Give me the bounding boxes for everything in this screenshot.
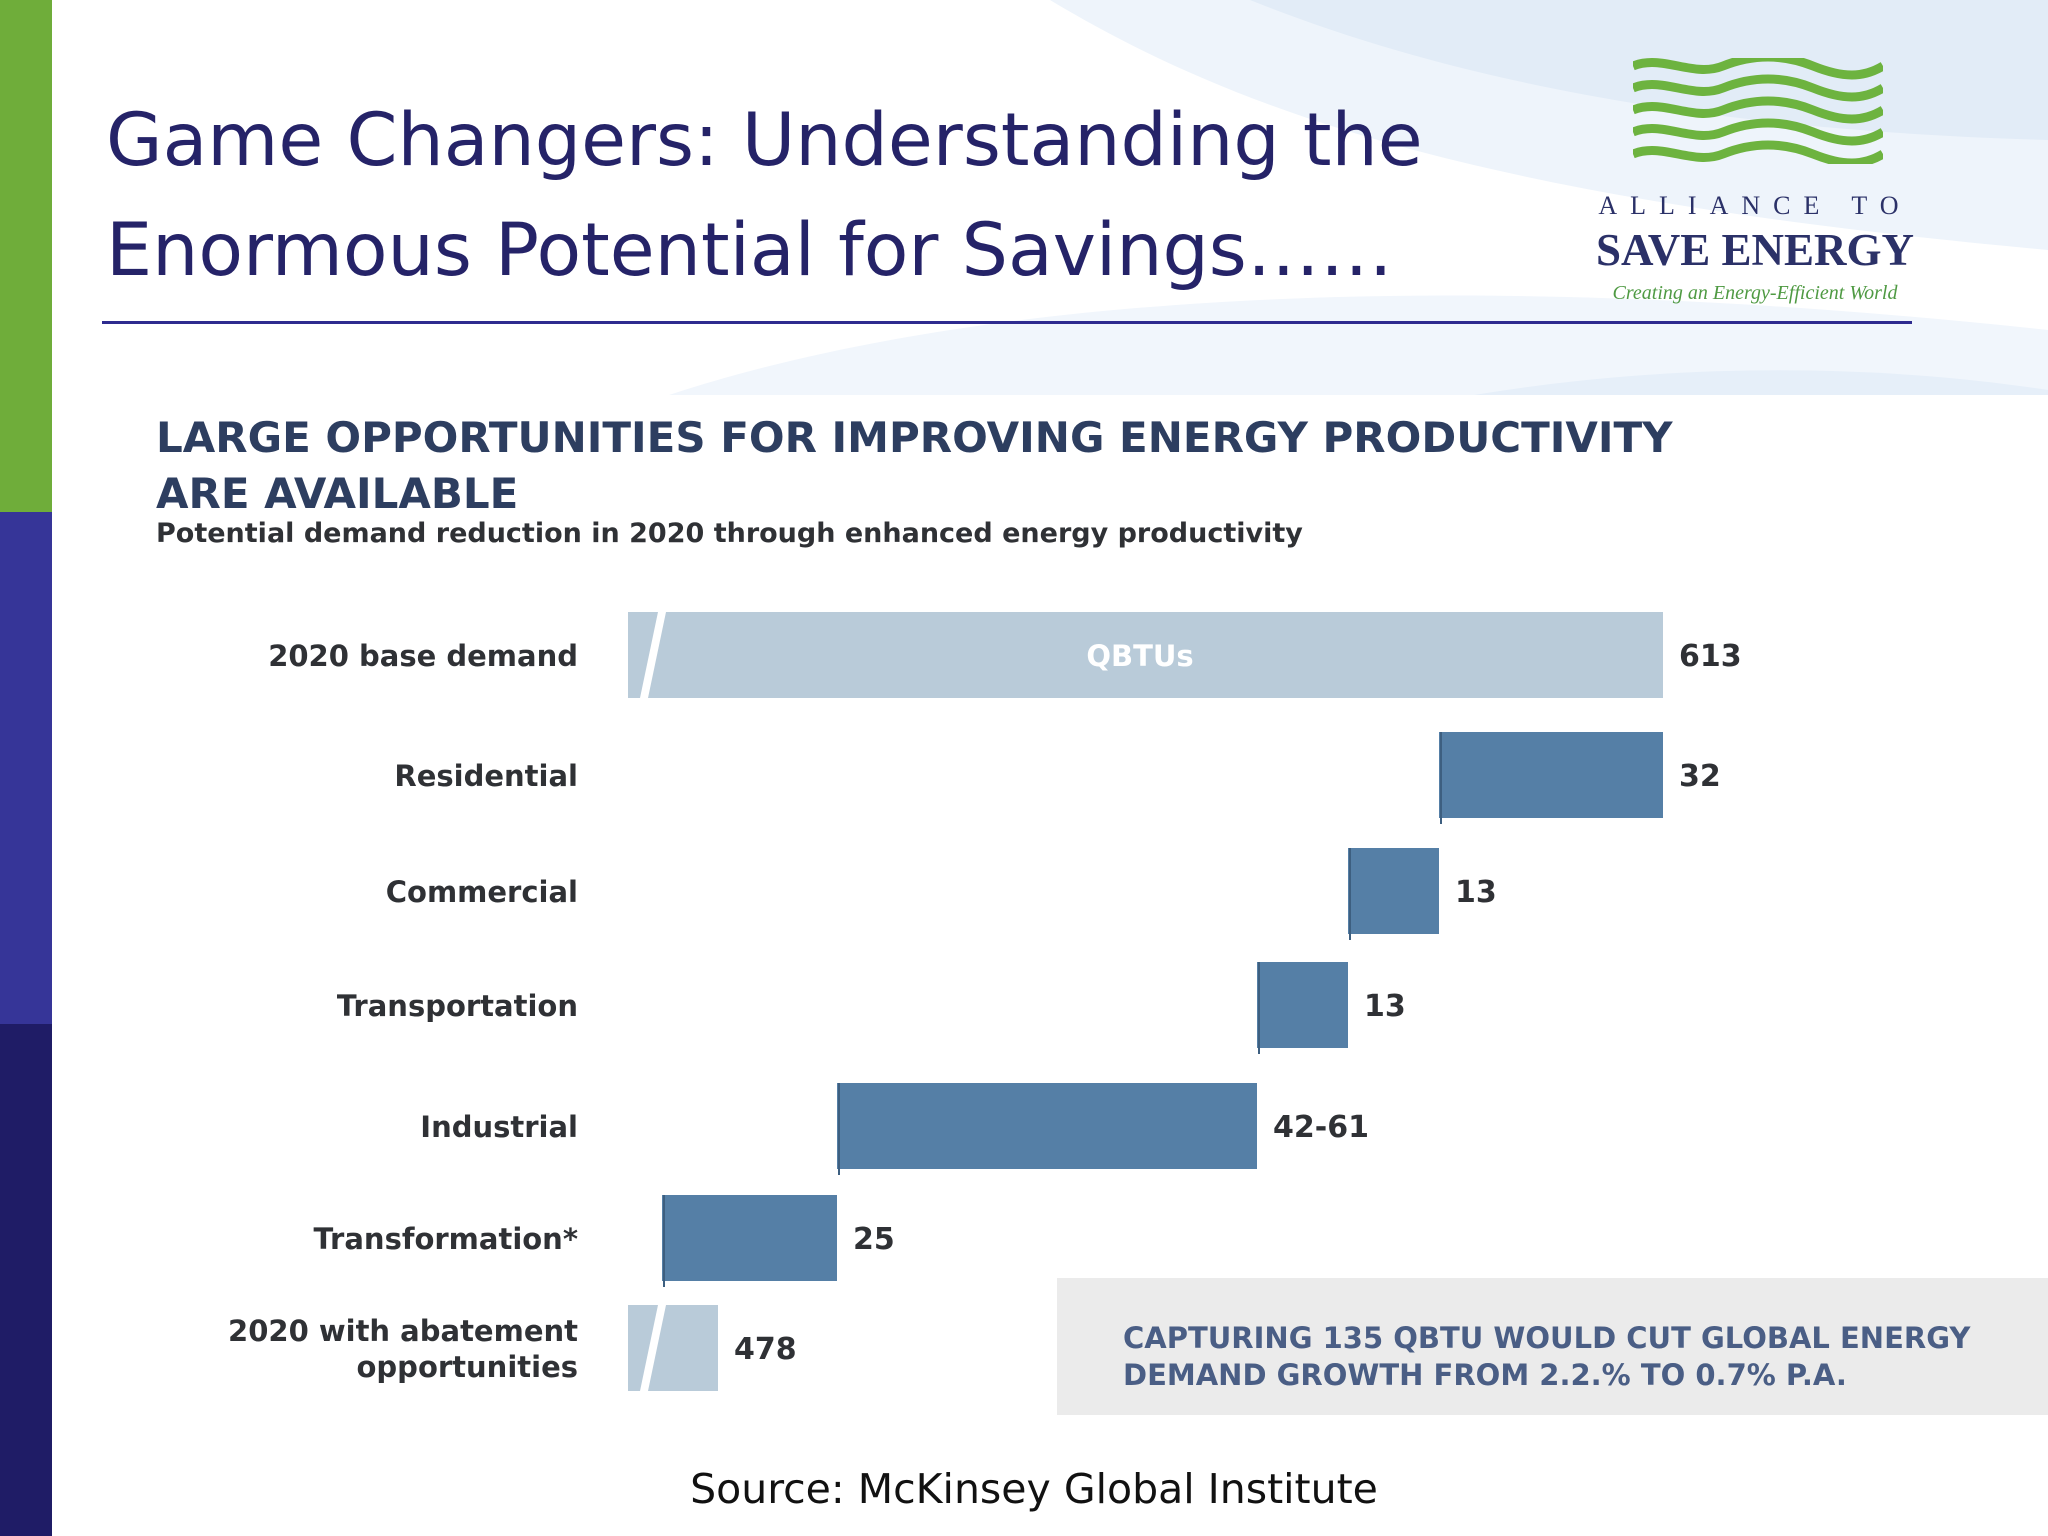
callout-box: CAPTURING 135 QBTU WOULD CUT GLOBAL ENER… [1057, 1278, 2048, 1415]
logo-tagline: Creating an Energy-Efficient World [1612, 282, 1898, 304]
chart-title-line1: LARGE OPPORTUNITIES FOR IMPROVING ENERGY… [156, 413, 1673, 462]
category-label-transportation: Transportation [337, 989, 578, 1023]
bar-2020-base-demand [628, 612, 1663, 698]
category-label-2020-base-demand: 2020 base demand [268, 639, 578, 673]
alliance-logo: ALLIANCE TO SAVE ENERGY Creating an Ener… [1585, 58, 1925, 313]
callout-line1: CAPTURING 135 QBTU WOULD CUT GLOBAL ENER… [1123, 1321, 1971, 1355]
unit-label: QBTUs [1086, 639, 1193, 673]
bar-2020-with-abatement-opportunities [628, 1305, 718, 1391]
category-label-industrial: Industrial [420, 1110, 578, 1144]
category-label-transformation: Transformation* [313, 1222, 578, 1256]
category-label-residential: Residential [394, 759, 578, 793]
side-bar-navy [0, 1024, 52, 1536]
value-label-commercial: 13 [1455, 875, 1497, 910]
value-label-transformation: 25 [853, 1222, 895, 1257]
axis-break-mark-2020-base-demand [640, 612, 666, 698]
logo-text-save-energy: SAVE ENERGY [1595, 225, 1914, 275]
slide-title-line2: Enormous Potential for Savings…… [106, 208, 1393, 293]
axis-break-mark-2020-with-abatement-opportunities [640, 1305, 666, 1391]
category-label-2020-with-abatement-opportunities-1: 2020 with abatement [228, 1314, 578, 1348]
callout-line2: DEMAND GROWTH FROM 2.2.% TO 0.7% P.A. [1123, 1358, 1847, 1392]
chart-panel [150, 395, 2048, 1445]
logo-waves-icon [1633, 58, 1883, 164]
category-label-2020-with-abatement-opportunities-2: opportunities [357, 1350, 579, 1384]
chart-title-line2: ARE AVAILABLE [156, 469, 519, 518]
value-label-residential: 32 [1679, 759, 1721, 794]
chart-title: LARGE OPPORTUNITIES FOR IMPROVING ENERGY… [156, 410, 1856, 522]
title-underline [102, 321, 1912, 324]
bar-residential [1439, 732, 1663, 818]
logo-text-alliance: ALLIANCE TO [1598, 191, 1912, 220]
value-label-2020-with-abatement-opportunities: 478 [734, 1332, 797, 1367]
bar-industrial [837, 1083, 1257, 1169]
value-label-industrial: 42-61 [1273, 1110, 1369, 1145]
value-label-2020-base-demand: 613 [1679, 639, 1742, 674]
bar-commercial [1348, 848, 1439, 934]
chart-subtitle: Potential demand reduction in 2020 throu… [156, 518, 1303, 549]
bar-transportation [1257, 962, 1348, 1048]
value-label-transportation: 13 [1364, 989, 1406, 1024]
bar-transformation [662, 1195, 837, 1281]
side-bar-blue [0, 512, 52, 1024]
source-note: Source: McKinsey Global Institute [690, 1465, 1378, 1513]
slide-title-line1: Game Changers: Understanding the [106, 98, 1423, 183]
callout-text: CAPTURING 135 QBTU WOULD CUT GLOBAL ENER… [1123, 1320, 2043, 1394]
side-bar-green [0, 0, 52, 512]
category-label-commercial: Commercial [386, 875, 578, 909]
slide-title: Game Changers: Understanding the Enormou… [106, 86, 1506, 306]
